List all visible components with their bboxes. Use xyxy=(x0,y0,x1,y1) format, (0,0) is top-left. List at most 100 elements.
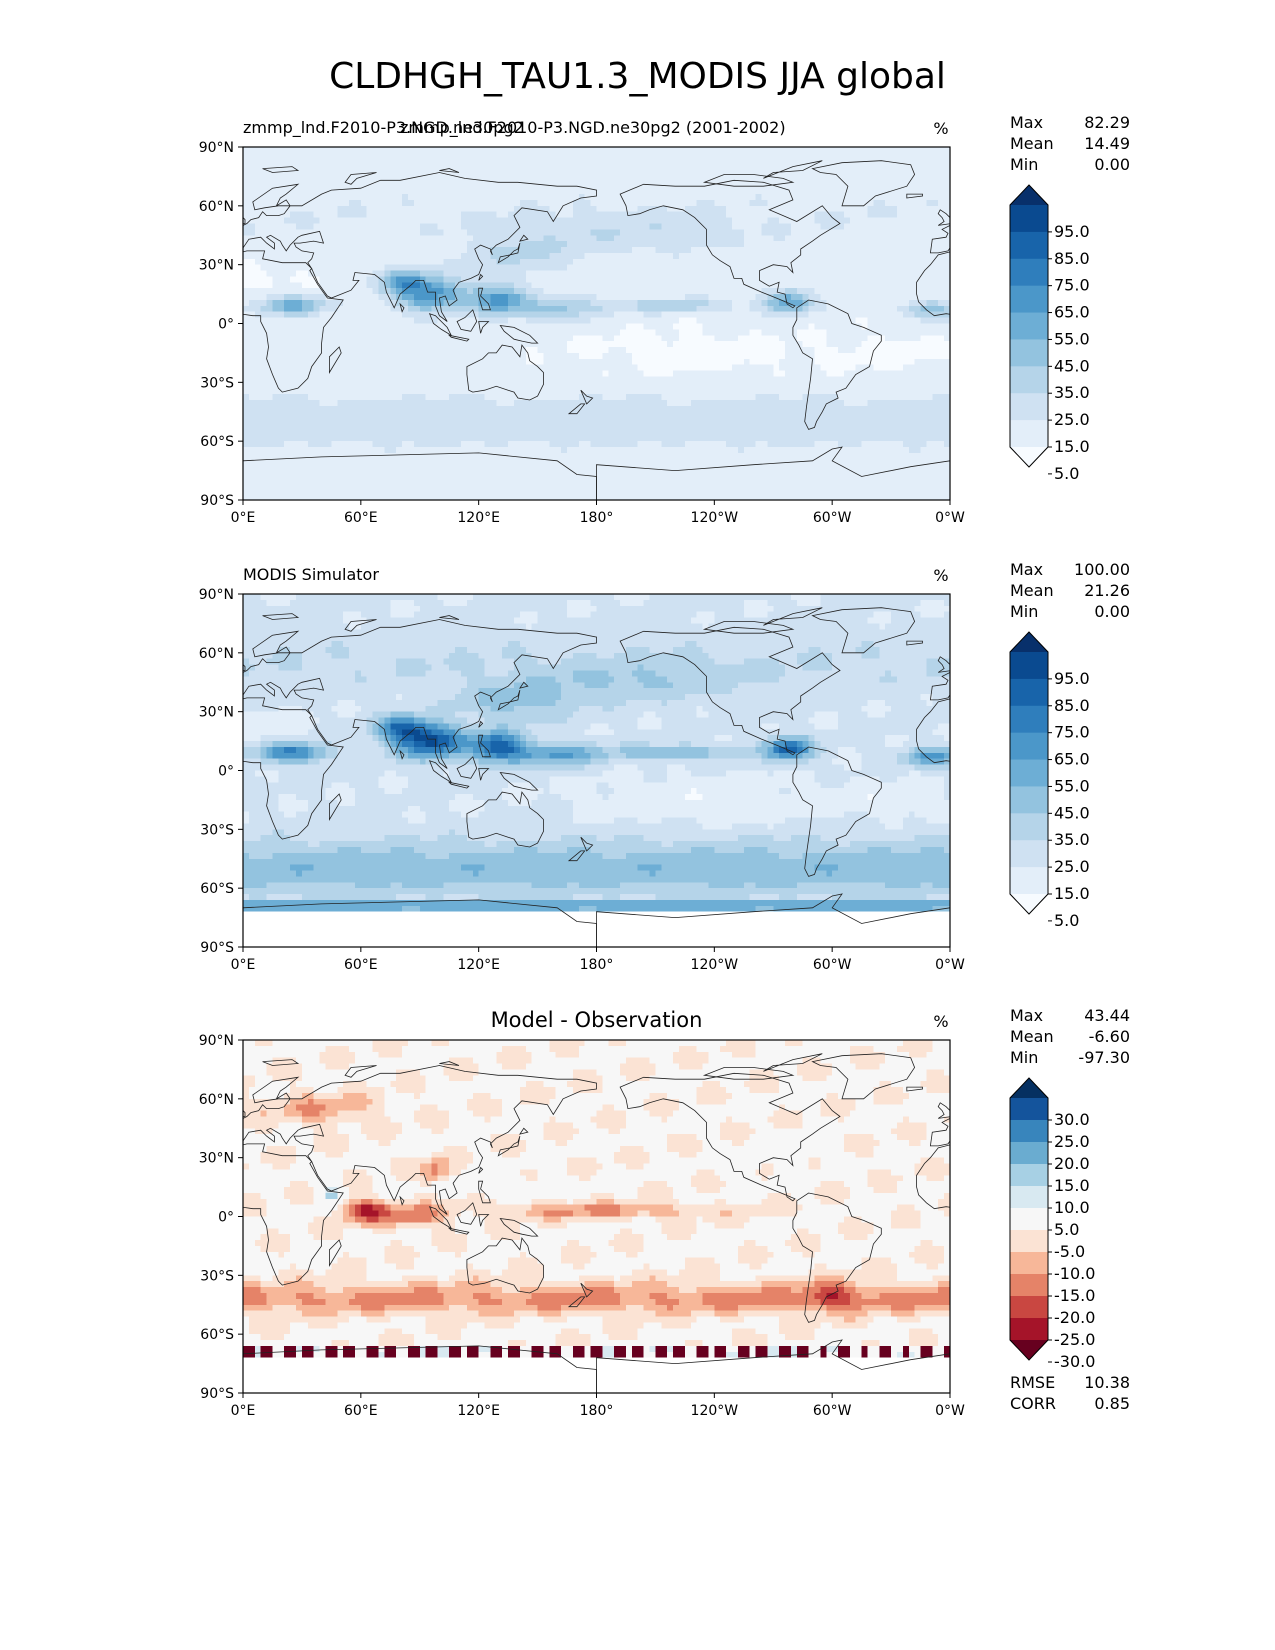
field-cell xyxy=(814,182,821,189)
field-cell xyxy=(732,264,739,272)
field-cell xyxy=(620,247,627,254)
field-cell xyxy=(808,352,816,360)
field-cell xyxy=(678,247,686,254)
field-cell xyxy=(567,217,574,225)
field-cell xyxy=(578,194,586,201)
field-cell xyxy=(478,352,486,360)
field-cell xyxy=(431,176,439,183)
field-cell xyxy=(596,352,603,360)
field-cell xyxy=(484,252,492,260)
field-cell xyxy=(449,358,456,366)
field-cell xyxy=(390,170,397,178)
field-cell xyxy=(514,252,521,260)
field-cell xyxy=(696,311,704,319)
field-cell xyxy=(596,370,603,378)
field-cell xyxy=(873,199,880,207)
field-cell xyxy=(466,329,474,336)
field-cell xyxy=(773,235,780,242)
field-cell xyxy=(260,235,268,242)
field-cell xyxy=(661,288,668,295)
field-cell xyxy=(561,241,568,248)
field-cell xyxy=(531,382,539,389)
field-cell xyxy=(331,147,338,154)
field-cell xyxy=(861,305,869,313)
field-cell xyxy=(325,370,332,378)
field-cell xyxy=(832,382,839,389)
field-cell xyxy=(301,294,309,301)
field-cell xyxy=(643,364,651,372)
field-cell xyxy=(531,282,539,289)
field-cell xyxy=(820,288,827,295)
field-cell xyxy=(708,205,715,213)
field-cell xyxy=(796,182,804,189)
field-cell xyxy=(384,217,391,225)
field-cell xyxy=(254,388,262,395)
field-cell xyxy=(567,352,574,360)
field-cell xyxy=(555,241,562,248)
field-cell xyxy=(602,258,609,266)
field-cell xyxy=(802,270,810,278)
field-cell xyxy=(460,158,468,166)
field-cell xyxy=(826,294,833,301)
field-cell xyxy=(820,170,827,178)
field-cell xyxy=(419,364,427,372)
field-cell xyxy=(702,317,710,325)
field-cell xyxy=(496,317,503,325)
field-cell xyxy=(755,229,763,236)
field-cell xyxy=(537,258,545,266)
field-cell xyxy=(472,294,480,301)
field-cell xyxy=(944,323,950,330)
field-cell xyxy=(449,229,456,236)
field-cell xyxy=(885,376,892,383)
field-cell xyxy=(796,347,804,354)
field-cell xyxy=(384,311,391,319)
field-cell xyxy=(749,182,757,189)
field-cell xyxy=(684,264,692,272)
field-cell xyxy=(278,176,285,183)
field-cell xyxy=(920,288,928,295)
field-cell xyxy=(384,376,391,383)
field-cell xyxy=(873,358,880,366)
field-cell xyxy=(372,376,380,383)
field-cell xyxy=(349,264,356,272)
field-cell xyxy=(843,217,851,225)
field-cell xyxy=(272,229,279,236)
field-cell xyxy=(508,288,515,295)
field-cell xyxy=(855,147,863,154)
field-cell xyxy=(938,182,945,189)
field-cell xyxy=(737,147,745,154)
field-cell xyxy=(896,188,904,195)
field-cell xyxy=(460,241,468,248)
field-cell xyxy=(496,158,503,166)
field-cell xyxy=(720,305,727,313)
field-cell xyxy=(684,223,692,230)
field-cell xyxy=(932,317,939,325)
field-cell xyxy=(849,152,857,160)
field-cell xyxy=(337,188,344,195)
field-cell xyxy=(502,294,509,301)
field-cell xyxy=(537,235,545,242)
field-cell xyxy=(478,158,486,166)
field-cell xyxy=(325,305,332,313)
field-cell xyxy=(455,294,462,301)
field-cell xyxy=(802,241,810,248)
field-cell xyxy=(266,176,274,183)
field-cell xyxy=(785,205,792,213)
field-cell xyxy=(378,199,385,207)
field-cell xyxy=(790,311,798,319)
field-cell xyxy=(343,329,350,336)
field-cell xyxy=(755,147,763,154)
field-cell xyxy=(602,252,609,260)
field-cell xyxy=(708,282,715,289)
field-cell xyxy=(673,329,680,336)
field-cell xyxy=(867,317,875,325)
field-cell xyxy=(625,323,633,330)
field-cell xyxy=(331,223,338,230)
field-cell xyxy=(938,305,945,313)
field-cell xyxy=(879,223,886,230)
field-cell xyxy=(584,147,592,154)
field-cell xyxy=(449,305,456,313)
field-cell xyxy=(578,288,586,295)
field-cell xyxy=(572,217,580,225)
field-cell xyxy=(726,382,733,389)
